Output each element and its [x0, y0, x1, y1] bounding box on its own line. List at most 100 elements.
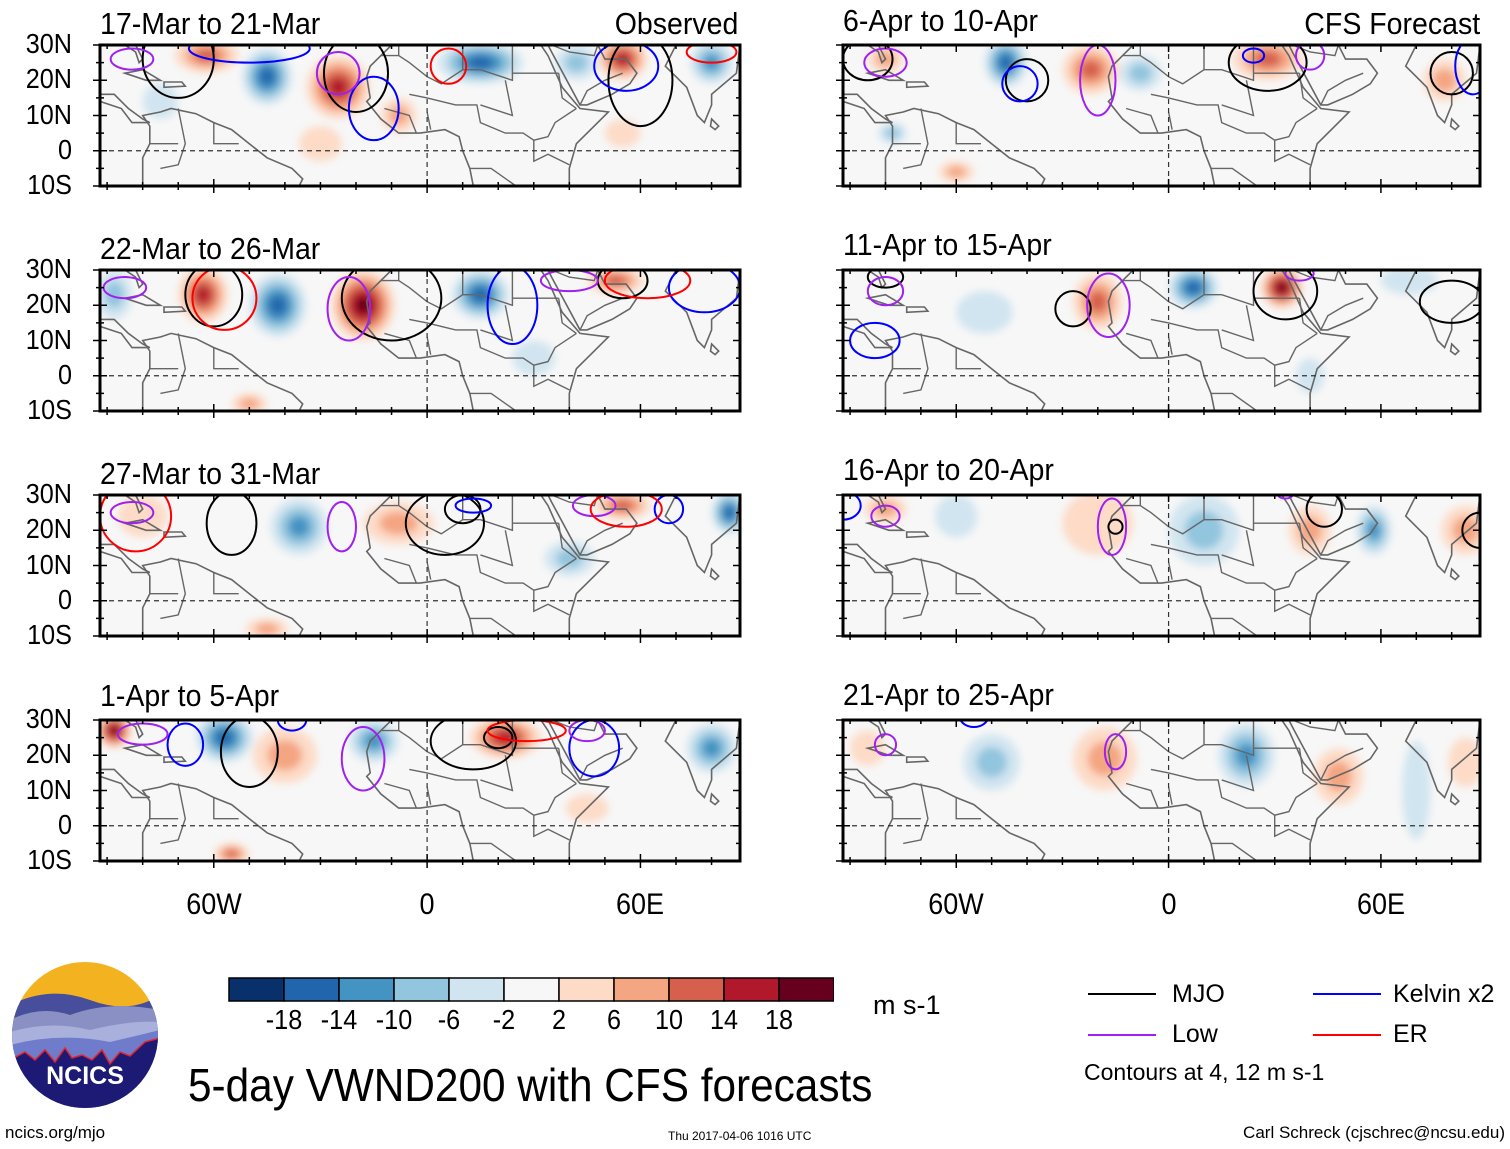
coastline	[1449, 567, 1460, 581]
panel-tag-observed: Observed	[614, 6, 738, 41]
contour-mjo	[404, 495, 485, 556]
x-tick-label: 0	[1161, 888, 1177, 921]
coastline	[547, 495, 638, 556]
y-tick-label: 10N	[25, 98, 72, 130]
country-border	[409, 768, 577, 816]
contour-er	[100, 495, 173, 553]
contour-mjo	[607, 45, 674, 128]
country-border	[480, 80, 514, 117]
contour-mjo	[1429, 51, 1474, 96]
colorbar-swatch	[393, 977, 450, 1002]
country-border	[160, 108, 187, 170]
country-border	[1298, 523, 1318, 560]
anomaly-shade	[267, 739, 303, 771]
coastline	[100, 768, 151, 799]
country-border	[955, 797, 981, 820]
colorbar-swatch	[228, 977, 285, 1002]
anomaly-shade	[702, 738, 721, 758]
map-panel-3	[93, 718, 742, 868]
panel-title-6: 16-Apr to 20-Apr	[843, 452, 1054, 487]
country-border	[551, 270, 599, 282]
legend-swatch-kelvin	[1313, 993, 1381, 995]
coastline	[1404, 720, 1480, 799]
coastline	[1449, 342, 1460, 356]
country-border	[1150, 93, 1318, 141]
logo-text: NCICS	[46, 1062, 124, 1090]
coastline	[905, 81, 930, 89]
coastline	[864, 743, 907, 757]
country-border	[1150, 318, 1318, 366]
contour-mjo	[483, 726, 514, 750]
contour-er	[685, 45, 738, 64]
anomaly-shade	[224, 849, 239, 858]
contour-mjo	[1305, 495, 1343, 528]
country-border	[1298, 298, 1318, 334]
anomaly-shade	[1295, 358, 1325, 394]
anomaly-shade	[564, 53, 589, 73]
anomaly-shade	[1184, 511, 1224, 550]
map-panel-4	[836, 43, 1482, 193]
contour-mjo	[1004, 58, 1050, 103]
anomaly-shade	[512, 340, 556, 376]
country-border	[1125, 557, 1159, 584]
country-border	[213, 122, 239, 145]
site-link[interactable]: ncics.org/mjo	[5, 1123, 106, 1142]
anomaly-shade	[976, 746, 1008, 778]
country-border	[903, 558, 929, 620]
country-border	[558, 748, 577, 785]
country-border	[1211, 842, 1258, 861]
contour-kelvin-x2	[347, 75, 400, 142]
contour-low	[315, 51, 361, 96]
contour-note: Contours at 4, 12 m s-1	[1084, 1059, 1325, 1085]
ncics-logo: NCICS	[12, 962, 158, 1108]
coastline	[100, 543, 151, 574]
anomaly-shade	[142, 83, 179, 120]
panel-title-4: 6-Apr to 10-Apr	[843, 3, 1038, 38]
coastline	[163, 531, 187, 539]
country-border	[213, 797, 239, 820]
contour-low	[109, 47, 155, 71]
coastline	[1107, 720, 1351, 861]
country-border	[1292, 720, 1340, 732]
wave-contours	[102, 270, 740, 346]
map-panel-7	[836, 718, 1482, 868]
timestamp: Thu 2017-04-06 1016 UTC	[668, 1129, 812, 1143]
colorbar-label: 10	[654, 1004, 684, 1035]
anomaly-field	[142, 45, 733, 162]
anomaly-shade	[604, 275, 627, 286]
panel-tag-cfs-forecast: CFS Forecast	[1304, 6, 1480, 41]
x-tick-label: 60W	[928, 888, 984, 921]
coastline	[905, 306, 930, 314]
legend-label-low: Low	[1172, 1020, 1218, 1048]
country-border	[1274, 590, 1311, 616]
anomaly-shade	[269, 296, 286, 315]
country-border	[462, 270, 514, 307]
contour-kelvin-x2	[486, 270, 539, 346]
colorbar-label: -6	[437, 1004, 461, 1035]
coastline	[1107, 270, 1351, 411]
legend-swatch-mjo	[1088, 993, 1156, 995]
country-border	[1320, 747, 1364, 781]
contour-mjo	[1252, 270, 1319, 321]
country-border	[426, 786, 432, 805]
x-tick-label: 60E	[1356, 888, 1405, 921]
country-border	[1298, 73, 1318, 110]
country-border	[579, 72, 623, 106]
country-border	[426, 111, 432, 130]
legend-label-mjo: MJO	[1172, 980, 1225, 1008]
contour-kelvin-x2	[667, 270, 740, 314]
country-border	[426, 336, 432, 355]
contour-low	[109, 501, 155, 525]
country-border	[469, 392, 517, 411]
wave-contours	[849, 270, 1480, 360]
anomaly-shade	[260, 68, 275, 85]
figure-title: 5-day VWND200 with CFS forecasts	[188, 1059, 873, 1111]
x-tick-label: 0	[419, 888, 435, 921]
anomaly-field	[117, 495, 740, 636]
country-border	[1167, 561, 1173, 580]
coastline	[664, 720, 740, 799]
country-border	[409, 318, 577, 366]
coastline	[1404, 45, 1480, 125]
country-border	[469, 617, 517, 636]
country-border	[1274, 365, 1311, 391]
